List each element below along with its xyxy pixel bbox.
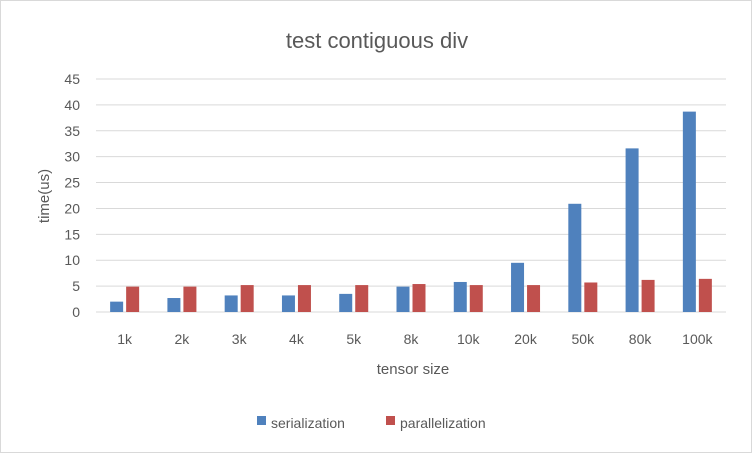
bar-parallelization-50k [584, 282, 598, 312]
y-axis-ticks: 0 5 10 15 20 25 30 35 40 45 [64, 71, 80, 320]
x-axis-title: tensor size [377, 361, 450, 378]
y-tick-label: 25 [64, 175, 80, 191]
bar-parallelization-80k [641, 279, 655, 312]
bar-parallelization-10k [469, 285, 483, 312]
bar-parallelization-5k [355, 285, 369, 312]
x-tick-label: 5k [346, 331, 362, 347]
y-tick-label: 20 [64, 200, 80, 216]
y-tick-label: 35 [64, 123, 80, 139]
x-tick-label: 8k [404, 331, 420, 347]
bar-serialization-10k [453, 281, 467, 312]
bar-serialization-80k [625, 148, 639, 312]
bar-serialization-50k [568, 203, 582, 312]
legend-swatch-serialization [257, 416, 266, 425]
gridlines [96, 78, 726, 313]
x-tick-label: 100k [682, 331, 713, 347]
bar-parallelization-4k [297, 285, 311, 312]
bar-parallelization-8k [412, 284, 426, 312]
bar-parallelization-3k [240, 285, 254, 312]
bar-serialization-4k [281, 295, 295, 312]
legend-label-parallelization: parallelization [400, 415, 486, 431]
x-tick-label: 10k [457, 331, 481, 347]
y-tick-label: 15 [64, 226, 80, 242]
bar-parallelization-20k [527, 285, 541, 312]
legend-label-serialization: serialization [271, 415, 345, 431]
x-tick-label: 4k [289, 331, 305, 347]
y-tick-label: 45 [64, 71, 80, 87]
bar-serialization-20k [511, 262, 525, 312]
bar-parallelization-2k [183, 286, 197, 312]
x-axis-ticks: 1k 2k 3k 4k 5k 8k 10k 20k 50k 80k 100k [117, 331, 713, 347]
legend-swatch-parallelization [386, 416, 395, 425]
y-tick-label: 0 [72, 304, 80, 320]
bar-parallelization-100k [698, 278, 712, 312]
x-tick-label: 20k [514, 331, 538, 347]
x-tick-label: 80k [629, 331, 653, 347]
y-axis-title: time(us) [36, 169, 53, 223]
bar-serialization-1k [110, 301, 124, 312]
bar-serialization-100k [682, 111, 696, 313]
y-tick-label: 10 [64, 252, 80, 268]
bars [110, 111, 712, 313]
legend: serialization parallelization [257, 415, 486, 431]
x-tick-label: 2k [175, 331, 191, 347]
y-tick-label: 5 [72, 278, 80, 294]
x-tick-label: 1k [117, 331, 133, 347]
chart-title: test contiguous div [286, 28, 468, 53]
x-tick-label: 50k [572, 331, 596, 347]
bar-parallelization-1k [126, 286, 140, 312]
x-tick-label: 3k [232, 331, 248, 347]
bar-serialization-3k [224, 295, 238, 312]
y-tick-label: 30 [64, 149, 80, 165]
y-tick-label: 40 [64, 97, 80, 113]
bar-serialization-5k [339, 293, 353, 312]
bar-serialization-8k [396, 286, 410, 312]
bar-serialization-2k [167, 298, 181, 312]
